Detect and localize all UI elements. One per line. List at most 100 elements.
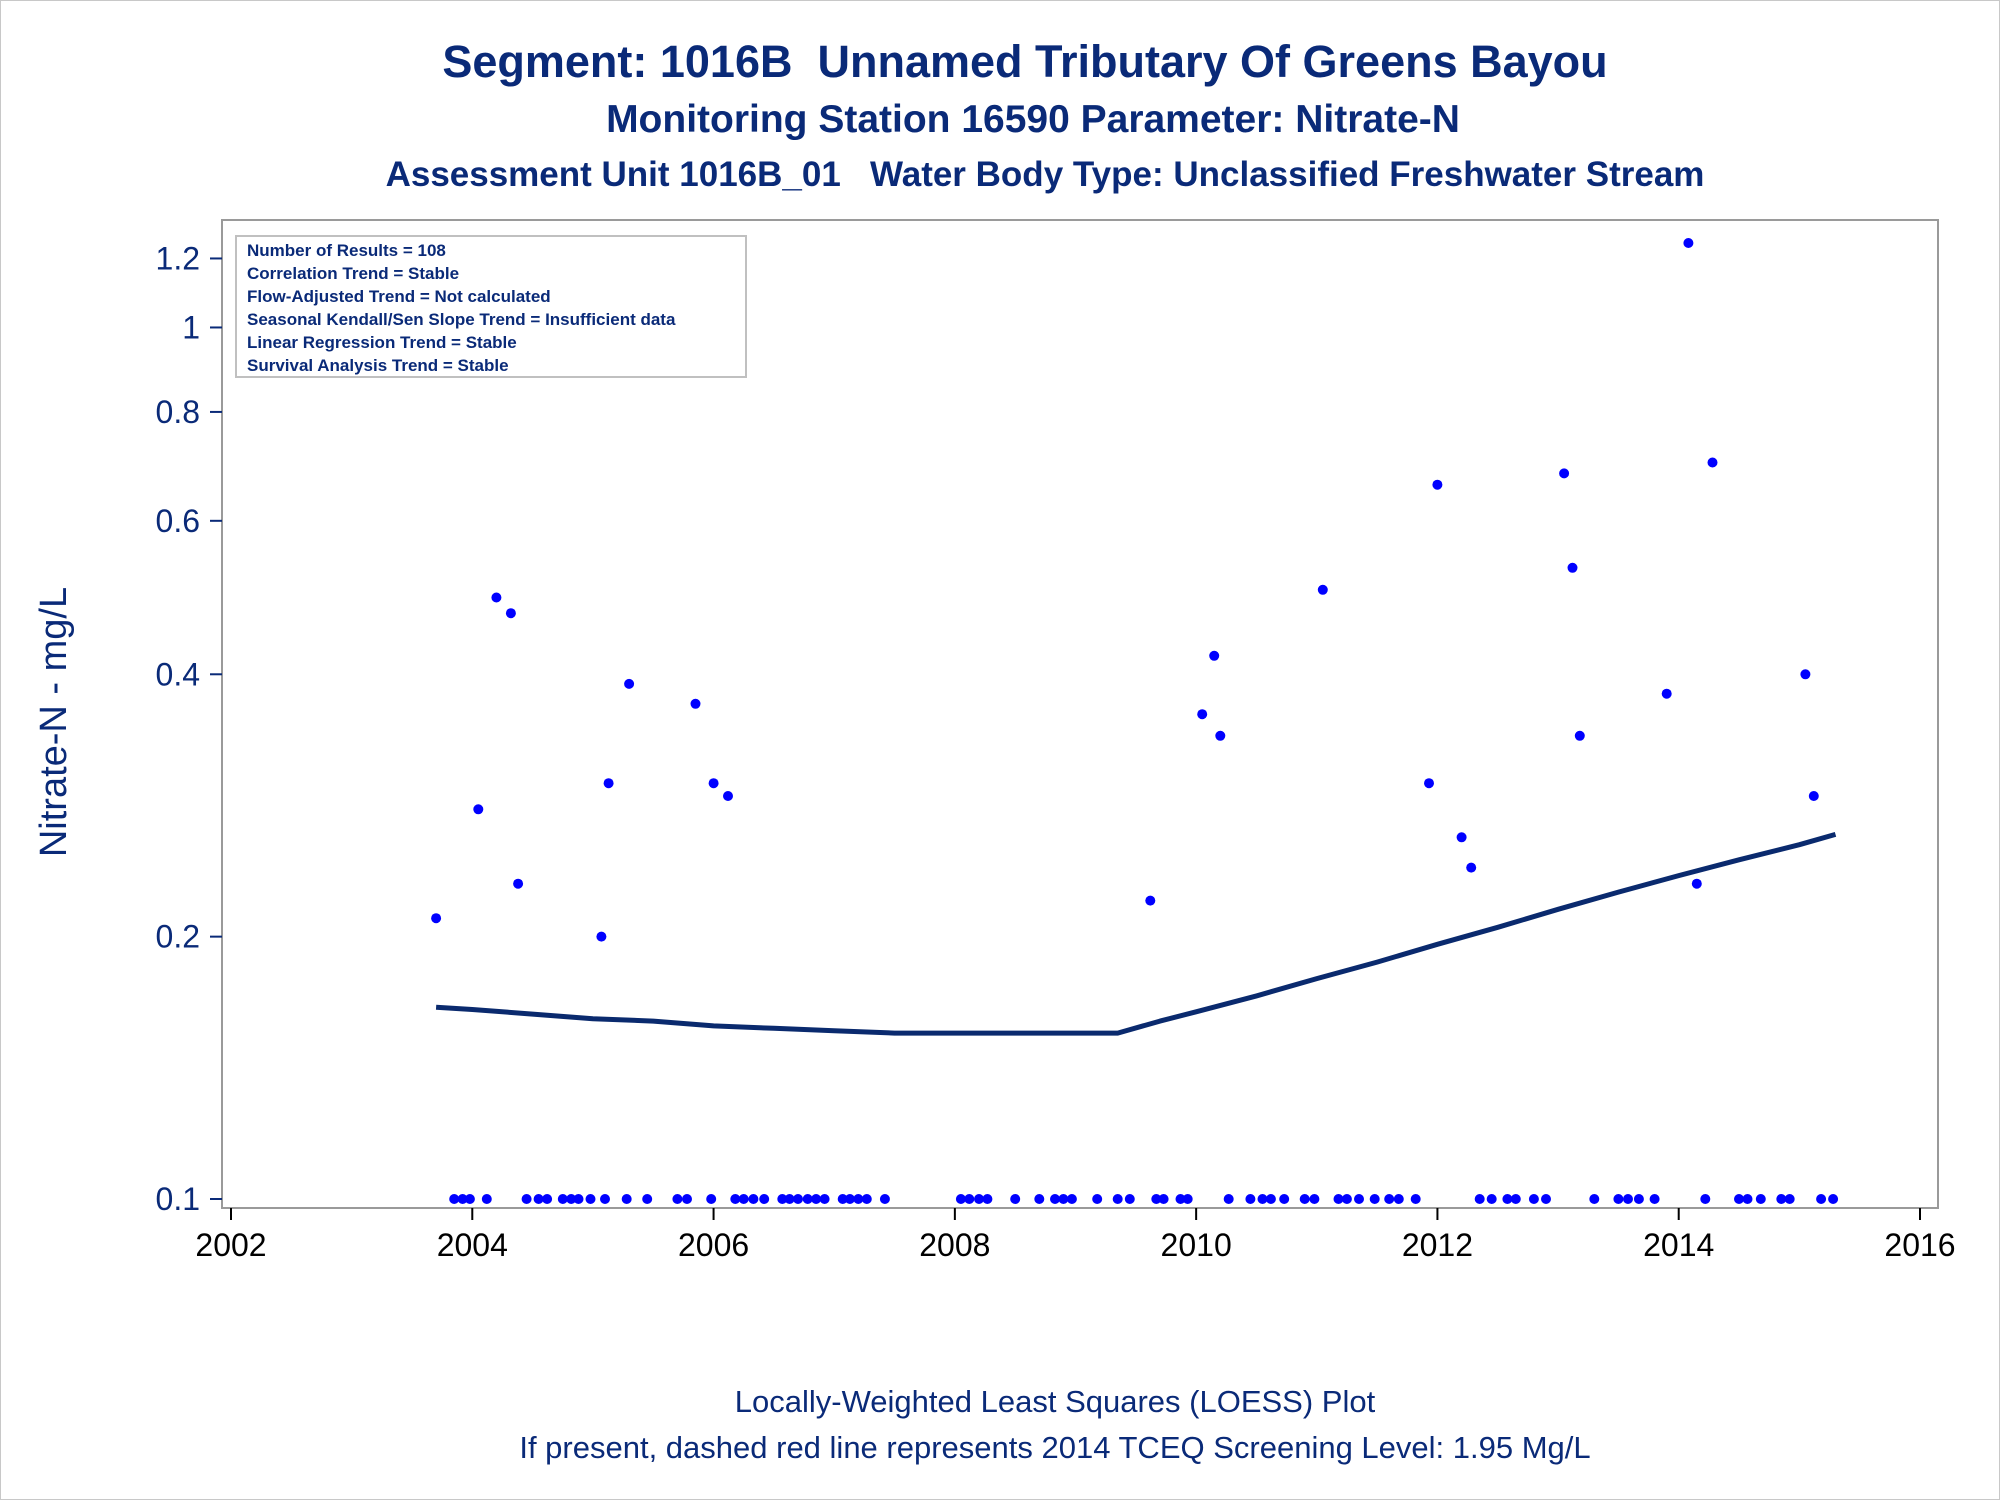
inset-seasonal-kendall-trend: Seasonal Kendall/Sen Slope Trend = Insuf… [247,310,676,329]
data-point [1742,1194,1753,1204]
data-point [1158,1194,1169,1204]
data-point [1279,1194,1290,1204]
data-point [784,1194,795,1204]
data-point [542,1194,553,1204]
data-point [600,1194,610,1204]
data-point [1432,479,1443,490]
data-point [1341,1194,1352,1204]
data-point [802,1194,813,1204]
data-point [1691,878,1702,889]
data-point [1175,1194,1186,1204]
y-tick-label: 0.2 [156,919,200,955]
data-point [1486,1194,1497,1204]
loess-line [435,831,1837,1036]
data-point [521,1194,532,1204]
data-point [1633,1194,1644,1204]
data-point [777,1194,788,1204]
x-tick-label: 2014 [1643,1227,1714,1263]
data-point [481,1194,492,1204]
x-tick-label: 2002 [195,1227,266,1263]
data-point [682,1194,692,1204]
footnote-screening-level: If present, dashed red line represents 2… [519,1430,1591,1465]
trend-summary-border [235,235,747,378]
data-point [1800,669,1811,680]
data-point [1058,1194,1069,1204]
data-point [759,1194,770,1204]
data-point [1265,1194,1276,1204]
data-point [585,1194,596,1204]
data-point [955,1194,966,1204]
data-point [1092,1194,1103,1204]
data-point [708,778,719,789]
data-point [1223,1194,1234,1204]
x-tick-label: 2006 [678,1227,749,1263]
data-point [1245,1194,1256,1204]
data-point [1510,1194,1521,1204]
data-point [844,1194,855,1204]
data-point [1010,1194,1021,1204]
chart-subtitle-assessment: Assessment Unit 1016B_01 Water Body Type… [385,155,1705,194]
inset-correlation-trend: Correlation Trend = Stable [247,264,459,283]
data-point [642,1194,653,1204]
data-point [1474,1194,1485,1204]
data-point [1410,1194,1421,1204]
data-point [879,1194,890,1204]
data-point [672,1194,683,1204]
data-point [1112,1194,1123,1204]
inset-survival-analysis-trend: Survival Analysis Trend = Stable [247,356,509,375]
y-tick-label: 0.1 [156,1181,200,1217]
data-point [464,1194,475,1204]
y-axis-label: Nitrate-N - mg/L [33,587,75,857]
y-tick-label: 0.8 [156,394,200,430]
data-point [1299,1194,1310,1204]
data-point [1466,862,1477,873]
data-point [1424,778,1434,789]
data-point [1317,584,1328,595]
data-point [621,1194,632,1204]
data-point [1734,1194,1744,1204]
data-point [690,698,701,709]
x-axis: 2002 2004 2006 2008 2010 2012 2014 2016 [195,1208,1956,1263]
y-tick-label: 1 [182,309,200,345]
chart-title: Segment: 1016B Unnamed Tributary Of Gree… [442,36,1608,87]
inset-flow-adjusted-trend: Flow-Adjusted Trend = Not calculated [247,287,551,306]
data-point [1257,1194,1268,1204]
data-point [1066,1194,1077,1204]
x-tick-label: 2010 [1161,1227,1232,1263]
data-point [1816,1194,1827,1204]
data-point [837,1194,848,1204]
data-point [982,1194,993,1204]
data-point [706,1194,717,1204]
data-point [513,878,524,889]
inset-linear-regression-trend: Linear Regression Trend = Stable [247,333,517,352]
data-point [1197,709,1208,720]
data-point [1700,1194,1711,1204]
data-point [974,1194,984,1204]
data-point [596,931,607,942]
data-point [1151,1194,1162,1204]
data-point [1589,1194,1600,1204]
data-point [1393,1194,1404,1204]
chart-subtitle-station: Monitoring Station 16590 Parameter: Nitr… [606,98,1460,141]
data-points [431,238,1839,1204]
data-point [1541,1194,1551,1204]
data-point [1755,1194,1766,1204]
data-point [1567,562,1578,573]
data-point [819,1194,830,1204]
data-point [1559,468,1570,479]
data-point [1309,1194,1320,1204]
data-point [1369,1194,1380,1204]
data-point [861,1194,872,1204]
data-point [505,608,516,619]
data-point [1384,1194,1395,1204]
x-tick-label: 2004 [437,1227,508,1263]
data-point [964,1194,975,1204]
data-point [793,1194,803,1204]
data-point [1776,1194,1787,1204]
y-tick-label: 1.2 [156,240,200,276]
data-point [573,1194,584,1204]
data-point [431,913,442,924]
x-tick-label: 2008 [919,1227,990,1263]
data-point [1661,688,1672,699]
data-point [457,1194,468,1204]
